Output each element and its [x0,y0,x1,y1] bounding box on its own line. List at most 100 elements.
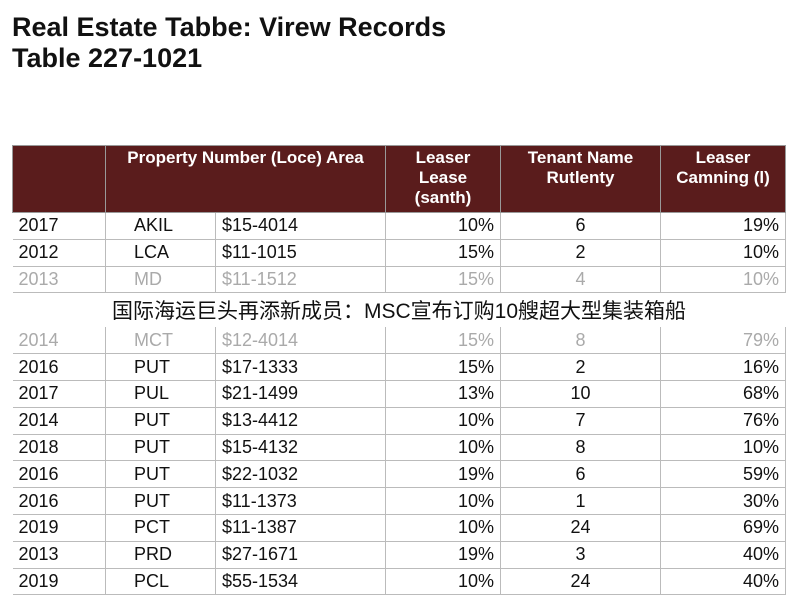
lease-cell: 15% [385,266,502,294]
camning-cell: 16% [660,353,787,381]
table-row: 2018 PUT $15-4132 10% 8 10% [12,434,787,462]
lease-cell: 10% [385,514,502,542]
amount-cell: $22-1032 [215,460,387,489]
code-cell: PUT [105,407,216,435]
code-cell: PUL [105,380,216,408]
code-cell: PUT [105,353,216,381]
table-row: 2013 MD $11-1512 15% 4 10% [12,266,787,294]
amount-cell: $11-1387 [215,514,387,542]
amount-cell: $27-1671 [215,541,387,569]
tenant-cell: 2 [500,239,662,267]
code-cell: PUT [105,434,216,462]
year-cell: 2016 [12,487,106,515]
amount-cell: $15-4014 [215,212,387,240]
year-cell: 2019 [12,568,106,596]
code-cell: PUT [105,487,216,515]
overlay-caption: 国际海运巨头再添新成员：MSC宣布订购10艘超大型集装箱船 [12,292,786,328]
amount-cell: $13-4412 [215,407,387,435]
tenant-cell: 24 [500,568,662,596]
tenant-cell: 1 [500,487,662,515]
table-row: 2016 PUT $11-1373 10% 1 30% [12,487,787,515]
year-cell: 2017 [12,212,106,240]
lease-cell: 10% [385,434,502,462]
title: Real Estate Tabbe: Virew Records [12,12,447,42]
corner-cell [12,145,106,213]
lease-cell: 10% [385,568,502,596]
camning-cell: 69% [660,514,787,542]
year-cell: 2013 [12,541,106,569]
lease-cell: 10% [385,212,502,240]
code-cell: LCA [105,239,216,267]
code-cell: PCT [105,514,216,542]
camning-cell: 68% [660,380,787,408]
amount-cell: $11-1373 [215,487,387,515]
camning-cell: 10% [660,434,787,462]
table-row: 2019 PCT $11-1387 10% 24 69% [12,514,787,542]
code-cell: PUT [105,460,216,489]
code-cell: PRD [105,541,216,569]
table-row: 2016 PUT $17-1333 15% 2 16% [12,353,787,381]
subtitle: Table 227-1021 [12,43,203,73]
table-row: 2019 PCL $55-1534 10% 24 40% [12,568,787,596]
lease-cell: 15% [385,327,502,355]
amount-cell: $55-1534 [215,568,387,596]
year-cell: 2016 [12,460,106,489]
camning-cell: 10% [660,266,787,294]
year-cell: 2019 [12,514,106,542]
camning-cell: 40% [660,541,787,569]
tenant-cell: 8 [500,434,662,462]
records-table: Property Number (Loce) Area Leaser Lease… [12,145,787,596]
column-header: Tenant Name Rutlenty [500,145,662,213]
code-cell: AKIL [105,212,216,240]
camning-cell: 10% [660,239,787,267]
tenant-cell: 6 [500,212,662,240]
tenant-cell: 3 [500,541,662,569]
tenant-cell: 2 [500,353,662,381]
camning-cell: 79% [660,327,787,355]
tenant-cell: 24 [500,514,662,542]
year-cell: 2013 [12,266,106,294]
code-cell: PCL [105,568,216,596]
caption-row: 国际海运巨头再添新成员：MSC宣布订购10艘超大型集装箱船 [12,292,786,328]
lease-cell: 13% [385,380,502,408]
camning-cell: 76% [660,407,787,435]
table-row: 2014 PUT $13-4412 10% 7 76% [12,407,787,435]
table-body: 2017 AKIL $15-4014 10% 6 19% 2012 LCA $11-1015 15… [12,212,787,596]
column-header: Leaser Camning (l) [660,145,787,213]
tenant-cell: 10 [500,380,662,408]
amount-cell: $11-1512 [215,266,387,294]
lease-cell: 10% [385,407,502,435]
lease-cell: 15% [385,353,502,381]
column-header: Leaser Lease (santh) [385,145,502,213]
lease-cell: 19% [385,460,502,489]
amount-cell: $21-1499 [215,380,387,408]
year-cell: 2012 [12,239,106,267]
amount-cell: $11-1015 [215,239,387,267]
year-cell: 2016 [12,353,106,381]
header: Real Estate Tabbe: Virew Records Table 22… [12,12,446,74]
code-cell: MCT [105,327,216,355]
year-cell: 2014 [12,327,106,355]
amount-cell: $17-1333 [215,353,387,381]
year-cell: 2018 [12,434,106,462]
camning-cell: 19% [660,212,787,240]
table-row: 2014 MCT $12-4014 15% 8 79% [12,327,787,355]
table-row: 2017 PUL $21-1499 13% 10 68% [12,380,787,408]
camning-cell: 30% [660,487,787,515]
camning-cell: 40% [660,568,787,596]
tenant-cell: 7 [500,407,662,435]
tenant-cell: 4 [500,266,662,294]
lease-cell: 10% [385,487,502,515]
code-cell: MD [105,266,216,294]
amount-cell: $15-4132 [215,434,387,462]
table-row: 2017 AKIL $15-4014 10% 6 19% [12,212,787,240]
lease-cell: 19% [385,541,502,569]
tenant-cell: 8 [500,327,662,355]
table-row: 2016 PUT $22-1032 19% 6 59% [12,460,787,489]
amount-cell: $12-4014 [215,327,387,355]
header-row: Property Number (Loce) Area Leaser Lease… [12,145,787,213]
table-row: 2013 PRD $27-1671 19% 3 40% [12,541,787,569]
camning-cell: 59% [660,460,787,489]
